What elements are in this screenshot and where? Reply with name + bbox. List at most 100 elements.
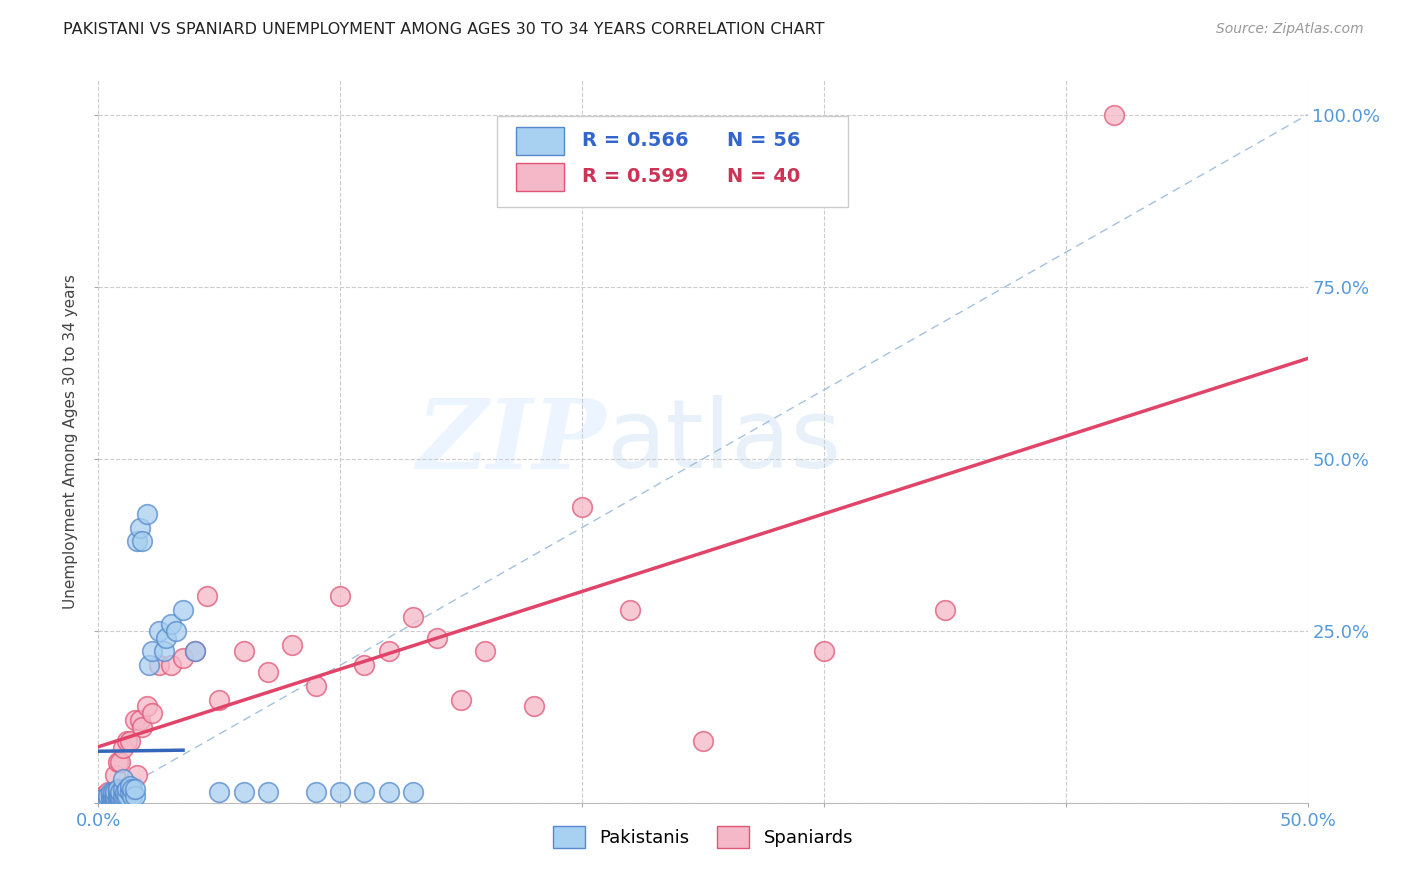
Point (377, 785, 399, 799)
Point (117, 782, 139, 797)
Point (87, 796, 110, 810)
Point (138, 658, 160, 673)
Point (256, 665, 278, 679)
Point (426, 631, 449, 645)
Point (121, 782, 143, 797)
Point (100, 789, 122, 803)
Point (208, 785, 231, 799)
Point (934, 603, 956, 617)
FancyBboxPatch shape (516, 163, 564, 191)
Point (111, 789, 134, 803)
Point (141, 706, 163, 721)
Text: R = 0.599: R = 0.599 (582, 167, 689, 186)
Point (91, 789, 114, 803)
Point (111, 772, 134, 786)
Point (108, 792, 131, 806)
Point (619, 603, 641, 617)
Text: N = 40: N = 40 (727, 167, 800, 186)
Point (111, 740, 134, 755)
Point (104, 789, 127, 803)
Point (124, 789, 146, 803)
Point (208, 692, 231, 706)
Point (104, 792, 127, 806)
Point (353, 785, 375, 799)
Point (148, 624, 170, 638)
Point (160, 658, 183, 673)
Point (124, 713, 146, 727)
Text: Source: ZipAtlas.com: Source: ZipAtlas.com (1216, 22, 1364, 37)
Point (402, 610, 425, 624)
Point (97, 789, 120, 803)
Point (114, 789, 136, 803)
Point (232, 785, 254, 799)
Text: atlas: atlas (606, 395, 841, 488)
Point (135, 699, 157, 714)
Y-axis label: Unemployment Among Ages 30 to 34 years: Unemployment Among Ages 30 to 34 years (63, 274, 79, 609)
Point (172, 651, 194, 665)
Point (121, 789, 143, 803)
Point (141, 644, 163, 658)
Point (131, 534, 153, 549)
Point (124, 782, 146, 797)
Point (165, 624, 187, 638)
Point (108, 785, 131, 799)
Point (127, 534, 149, 549)
Point (152, 644, 174, 658)
Point (101, 789, 124, 803)
Point (128, 520, 150, 534)
Point (523, 699, 546, 714)
Point (155, 631, 177, 645)
Text: R = 0.566: R = 0.566 (582, 131, 689, 150)
Point (100, 785, 122, 799)
Point (160, 616, 183, 631)
Point (97, 793, 120, 807)
Point (127, 768, 149, 782)
FancyBboxPatch shape (516, 128, 564, 154)
Point (107, 792, 129, 806)
Point (107, 789, 129, 803)
Point (353, 658, 375, 673)
Text: PAKISTANI VS SPANIARD UNEMPLOYMENT AMONG AGES 30 TO 34 YEARS CORRELATION CHART: PAKISTANI VS SPANIARD UNEMPLOYMENT AMONG… (63, 22, 825, 37)
Point (117, 734, 139, 748)
Point (100, 789, 122, 803)
Text: ZIP: ZIP (416, 394, 606, 489)
Point (329, 590, 352, 604)
Point (107, 755, 129, 769)
Point (107, 782, 129, 797)
Point (305, 785, 328, 799)
Point (118, 734, 141, 748)
Point (232, 644, 254, 658)
Point (305, 679, 328, 693)
Point (692, 734, 714, 748)
Point (128, 713, 150, 727)
Point (117, 789, 139, 803)
Point (94, 794, 117, 808)
Point (131, 720, 153, 734)
FancyBboxPatch shape (498, 117, 848, 207)
Point (402, 785, 425, 799)
Point (111, 782, 134, 797)
Point (87, 796, 110, 810)
Point (108, 789, 131, 803)
Point (184, 644, 207, 658)
Point (111, 792, 134, 806)
Point (107, 785, 129, 799)
Point (118, 779, 141, 793)
Point (104, 768, 127, 782)
Point (118, 785, 141, 799)
Point (571, 500, 593, 514)
Point (148, 658, 170, 673)
Point (377, 644, 399, 658)
Point (1102, 108, 1125, 122)
Point (104, 785, 127, 799)
Point (172, 603, 194, 617)
Legend: Pakistanis, Spaniards: Pakistanis, Spaniards (546, 819, 860, 855)
Point (135, 507, 157, 521)
Point (114, 785, 136, 799)
Point (91, 792, 114, 806)
Point (474, 644, 496, 658)
Point (101, 792, 124, 806)
Point (329, 785, 352, 799)
Point (100, 792, 122, 806)
Point (101, 785, 124, 799)
